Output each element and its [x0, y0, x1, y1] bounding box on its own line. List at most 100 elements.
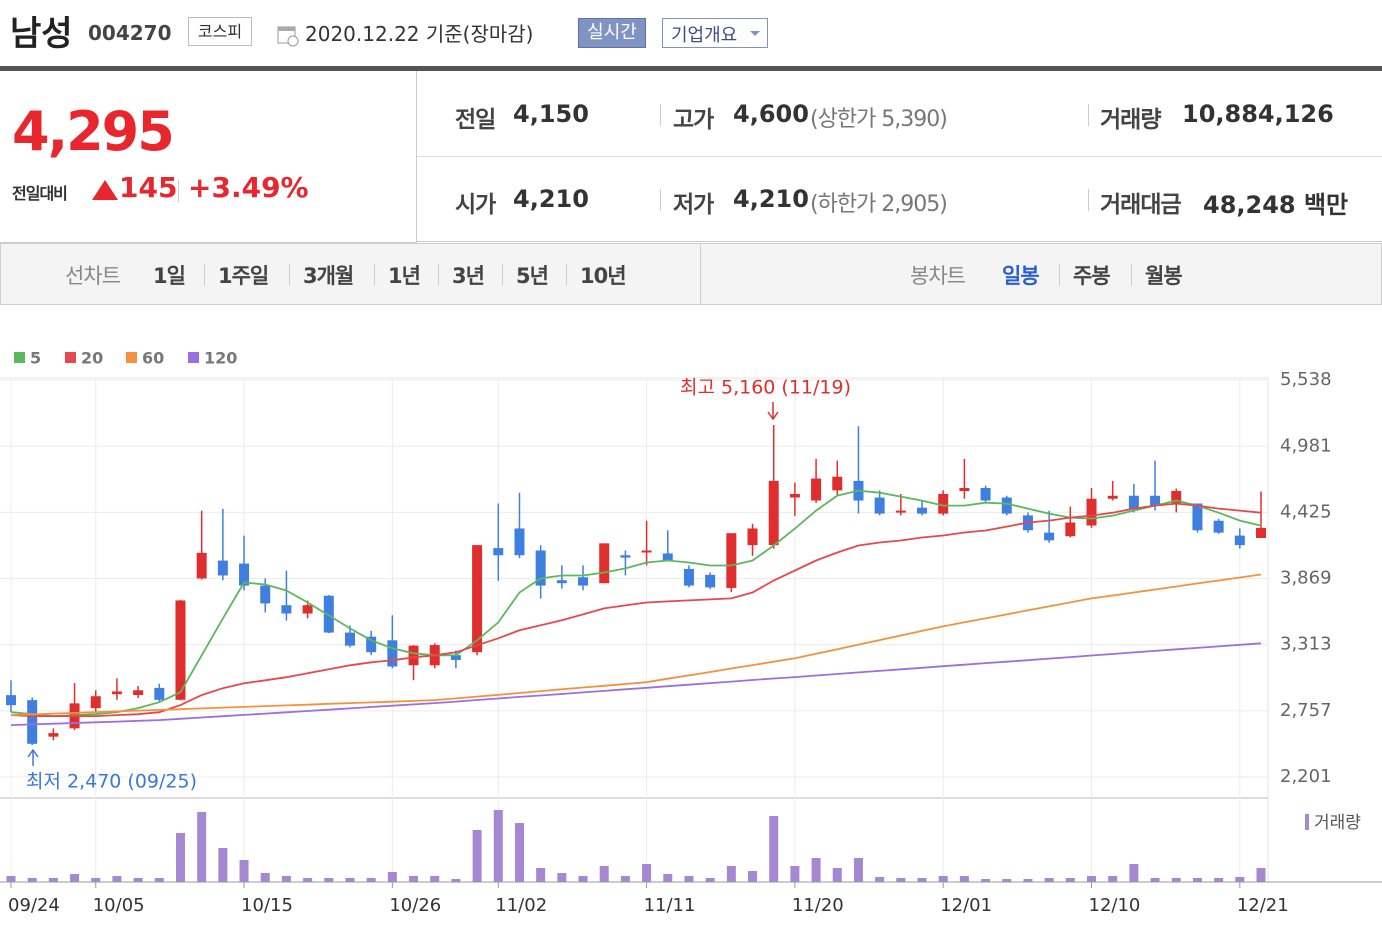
candle-body	[6, 695, 16, 706]
volume-bar	[303, 878, 313, 882]
candle-body	[811, 478, 822, 501]
separator	[204, 264, 205, 286]
volume-bar	[578, 876, 588, 882]
candle-body	[1065, 522, 1076, 537]
tab[interactable]: 1년	[388, 264, 421, 288]
volume-bar	[642, 864, 652, 882]
candle-body	[217, 560, 228, 576]
candle-body	[726, 533, 737, 588]
volume-bar	[981, 879, 991, 882]
candle-body	[535, 550, 546, 586]
legend-label: 60	[142, 349, 164, 368]
tab[interactable]: 3개월	[303, 264, 354, 288]
volume-bar	[366, 878, 376, 882]
candle-body	[895, 510, 906, 513]
candle-body	[366, 636, 377, 653]
high-annotation: 최고 5,160 (11/19)	[680, 377, 851, 399]
high-arrow-head	[767, 411, 779, 421]
candle-body	[1213, 520, 1224, 533]
volume-bar	[345, 878, 355, 882]
volume-bar	[27, 878, 37, 882]
candle-body	[938, 493, 949, 514]
x-tick-label: 10/26	[389, 895, 441, 916]
candle-body	[789, 493, 800, 498]
volume-bar	[260, 873, 270, 882]
volume-bar	[324, 878, 334, 882]
candle-body	[344, 632, 355, 646]
tab-group-label: 봉차트	[910, 264, 966, 288]
legend-label: 20	[81, 349, 103, 368]
stat-limit: (하한가 2,905)	[810, 192, 948, 217]
legend-label: 5	[30, 349, 41, 368]
separator	[1088, 189, 1089, 211]
candle-body	[111, 691, 122, 695]
candle-body	[599, 543, 610, 584]
company-info-label: 기업개요	[671, 25, 738, 46]
header-rule	[0, 66, 1382, 71]
candle-body	[578, 577, 589, 586]
tab[interactable]: 3년	[452, 264, 485, 288]
volume-bar	[472, 830, 482, 882]
stat-value: 48,248 백만	[1203, 191, 1349, 219]
volume-bar	[748, 871, 758, 882]
tab[interactable]: 주봉	[1073, 264, 1111, 288]
x-tick-label: 11/20	[792, 895, 844, 916]
candle-body	[768, 480, 779, 546]
volume-bar	[1023, 879, 1033, 882]
y-tick-label: 3,869	[1280, 568, 1332, 589]
tab-group-label: 선차트	[65, 264, 121, 288]
tab[interactable]: 1주일	[218, 264, 269, 288]
volume-bar	[663, 874, 673, 882]
legend-swatch	[65, 352, 76, 363]
market-badge: 코스피	[188, 17, 252, 46]
realtime-button[interactable]: 실시간	[578, 18, 646, 48]
volume-bar	[1256, 867, 1266, 882]
y-tick-label: 2,757	[1280, 700, 1332, 721]
candle-body	[874, 497, 885, 514]
volume-bar	[726, 866, 736, 882]
candle-body	[1256, 527, 1266, 538]
candle-body	[387, 640, 398, 667]
tab[interactable]: 월봉	[1145, 264, 1183, 288]
separator	[566, 264, 567, 286]
stat-value: 4,600	[733, 100, 809, 128]
stat-value: 4,210	[733, 185, 809, 213]
stat-label: 거래량	[1100, 107, 1161, 133]
tab[interactable]: 일봉	[1002, 264, 1040, 288]
candle-body	[154, 687, 165, 700]
volume-bar	[853, 858, 863, 882]
price-panel	[0, 71, 417, 243]
volume-bar	[451, 879, 461, 882]
moving-average-line	[10, 502, 1262, 717]
separator	[1088, 104, 1089, 126]
volume-bar	[91, 878, 101, 882]
volume-bar	[70, 874, 80, 882]
candle-body	[493, 548, 504, 556]
legend-swatch	[126, 352, 137, 363]
candle-body	[1107, 495, 1118, 499]
candle-body	[302, 605, 313, 614]
volume-bar	[684, 876, 694, 882]
company-info-button[interactable]: 기업개요	[662, 18, 768, 48]
separator	[502, 264, 503, 286]
legend-swatch	[188, 352, 199, 363]
tab-bar	[0, 243, 1382, 305]
candle-body	[175, 600, 186, 700]
plot: 2,201 2,757 3,313 3,869 4,425 4,981 5,538 09/24…	[0, 349, 1382, 916]
candle-body	[239, 563, 250, 586]
x-tick-label: 10/05	[93, 895, 145, 916]
x-tick-label: 11/02	[495, 895, 547, 916]
volume-bar	[811, 858, 821, 882]
candle-body	[641, 550, 652, 553]
volume-bar	[536, 868, 546, 882]
tab[interactable]: 5년	[516, 264, 549, 288]
tab[interactable]: 1일	[153, 264, 186, 288]
volume-bar	[1087, 876, 1097, 882]
volume-bar	[599, 866, 609, 882]
tab[interactable]: 10년	[580, 264, 627, 288]
moving-average-line	[10, 489, 1262, 718]
low-annotation: 최저 2,470 (09/25)	[26, 771, 197, 793]
volume-bar	[218, 848, 228, 882]
volume-bar	[620, 876, 630, 882]
